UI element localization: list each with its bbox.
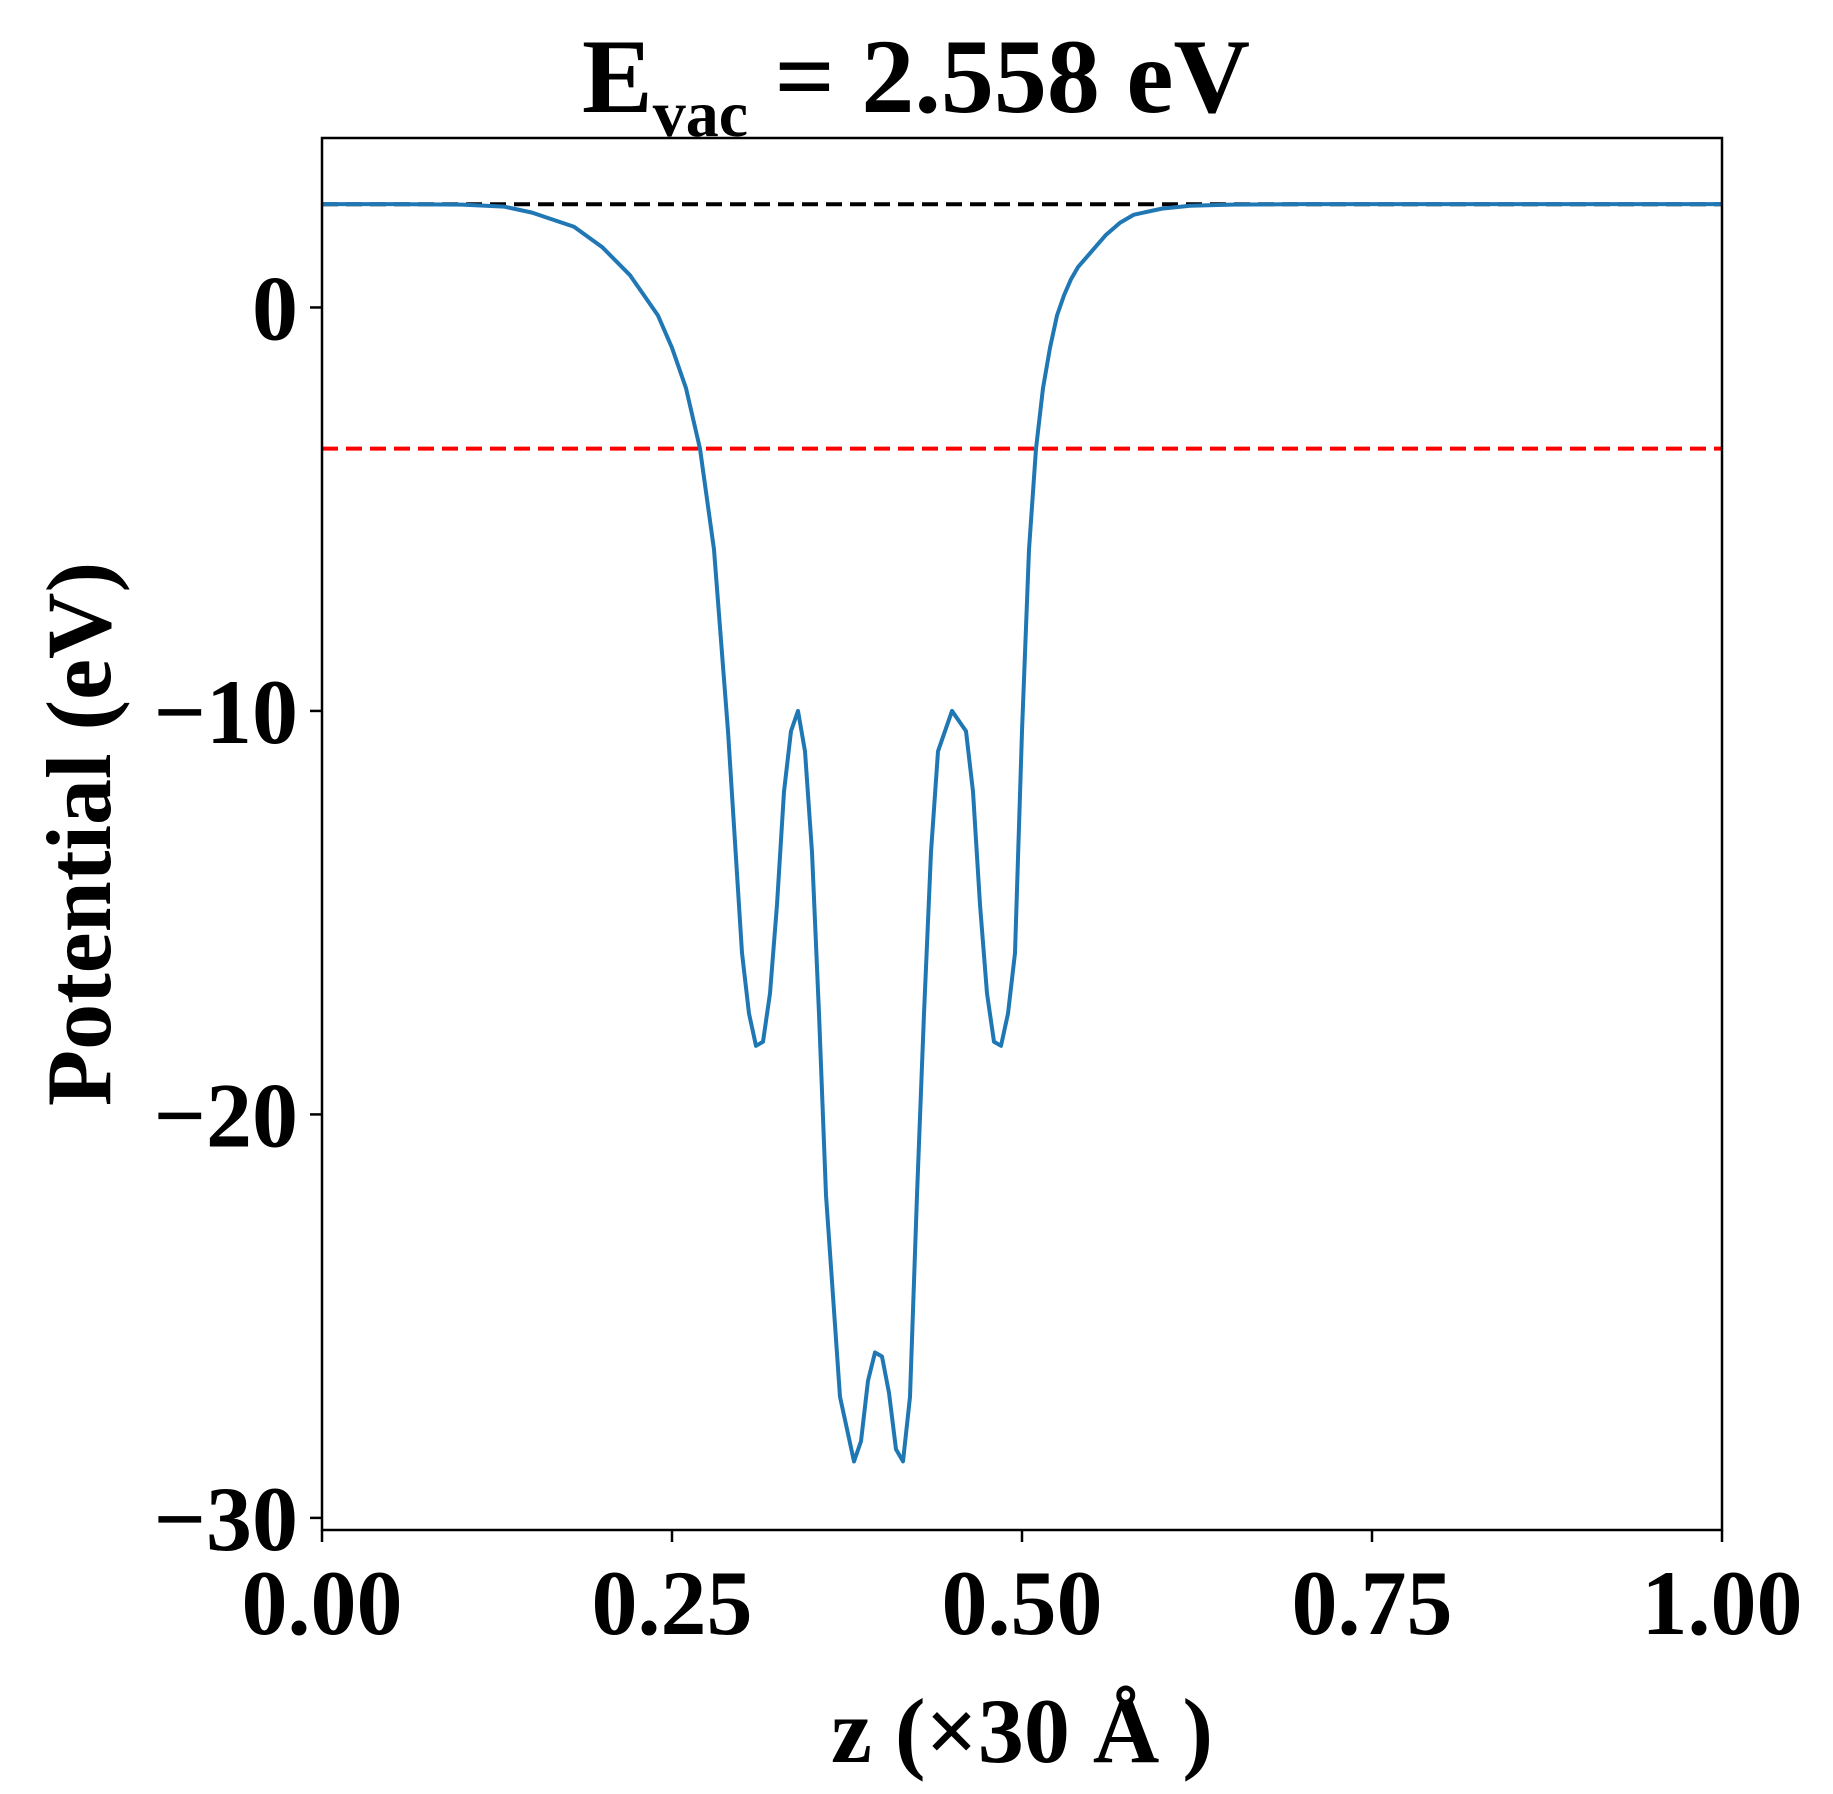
y-tick-label: −20 [154,1064,298,1166]
plot-frame [320,136,1724,1532]
y-tick-label: 0 [252,257,298,359]
x-tick-label: 0.00 [242,1552,403,1654]
x-axis: 0.00 0.25 0.50 0.75 1.00 [242,1530,1803,1654]
chart-title: Evac = 2.558 eV [582,18,1250,151]
reference-lines [322,202,1722,451]
series-group [322,202,1722,1464]
x-tick-label: 0.25 [592,1552,753,1654]
x-axis-label: z (×30 Å ) [831,1680,1213,1782]
y-axis-label: Potential (eV) [28,562,130,1106]
x-tick-label: 0.50 [942,1552,1103,1654]
title-rest: = 2.558 eV [748,18,1250,135]
y-axis: 0 −10 −20 −30 [154,257,322,1570]
series-line-0 [322,202,1722,1464]
x-tick-label: 1.00 [1642,1552,1803,1654]
title-subscript: vac [653,78,748,151]
y-tick-label: −30 [154,1468,298,1570]
y-tick-label: −10 [154,661,298,763]
title-symbol: E [582,18,653,135]
x-tick-label: 0.75 [1292,1552,1453,1654]
